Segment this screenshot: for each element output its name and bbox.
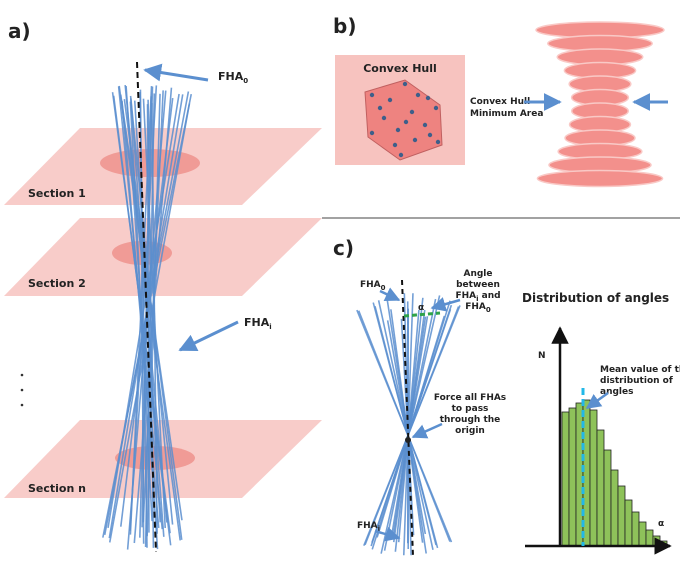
subscript: 0 bbox=[486, 306, 491, 314]
arrow bbox=[380, 291, 399, 300]
point bbox=[416, 93, 420, 97]
panel-label: b) bbox=[333, 14, 356, 38]
label-text: FHA bbox=[465, 302, 486, 312]
origin bbox=[405, 437, 411, 443]
histogram-bars bbox=[562, 400, 667, 546]
label-text: FHA bbox=[244, 316, 270, 329]
axis-label: α bbox=[658, 519, 664, 529]
note: to pass bbox=[452, 404, 489, 414]
fha-label: FHAi bbox=[244, 316, 272, 331]
note: Minimum Area bbox=[470, 109, 543, 119]
panel-label: a) bbox=[8, 19, 31, 43]
point bbox=[410, 110, 414, 114]
note: Force all FHAs bbox=[434, 393, 506, 403]
hull-title: Convex Hull bbox=[363, 62, 437, 75]
point bbox=[370, 93, 374, 97]
panel-label: c) bbox=[333, 236, 354, 260]
alpha: α bbox=[418, 303, 424, 313]
fha-label: FHA0 bbox=[218, 70, 248, 85]
point bbox=[428, 133, 432, 137]
hourglass bbox=[536, 22, 664, 187]
bar bbox=[562, 412, 569, 546]
point bbox=[396, 128, 400, 132]
note: Angle bbox=[463, 269, 492, 279]
force-note: Force all FHAs to pass through the origi… bbox=[434, 393, 506, 436]
point bbox=[434, 106, 438, 110]
arrow bbox=[432, 300, 460, 308]
fha-label: FHA0 bbox=[360, 280, 386, 292]
arrow bbox=[180, 322, 238, 350]
label-text: and bbox=[479, 291, 501, 301]
hull-slice bbox=[537, 171, 662, 187]
point bbox=[436, 140, 440, 144]
note: Convex Hull bbox=[470, 97, 530, 107]
point bbox=[388, 98, 392, 102]
bar bbox=[639, 522, 646, 546]
hist-title: Distribution of angles bbox=[522, 291, 669, 305]
point bbox=[426, 96, 430, 100]
point bbox=[413, 138, 417, 142]
bar bbox=[569, 408, 576, 546]
point bbox=[404, 120, 408, 124]
bar bbox=[632, 512, 639, 546]
bar bbox=[625, 500, 632, 546]
label-text: FHA bbox=[357, 521, 378, 531]
point bbox=[382, 116, 386, 120]
section-label: Section 2 bbox=[28, 277, 86, 290]
bar bbox=[604, 450, 611, 546]
point bbox=[403, 82, 407, 86]
point bbox=[393, 143, 397, 147]
label-text: FHA bbox=[218, 70, 244, 83]
ellipsis-dots bbox=[21, 374, 24, 407]
note: Mean value of the bbox=[600, 365, 680, 375]
bar bbox=[653, 536, 660, 546]
section-label: Section n bbox=[28, 482, 86, 495]
point bbox=[378, 106, 382, 110]
arrow bbox=[413, 424, 442, 437]
bar bbox=[590, 410, 597, 546]
bar bbox=[618, 486, 625, 546]
bar bbox=[597, 430, 604, 546]
bar bbox=[646, 530, 653, 546]
note: through the bbox=[440, 415, 501, 425]
point bbox=[370, 131, 374, 135]
subscript: i bbox=[269, 323, 271, 331]
note: origin bbox=[455, 426, 485, 436]
figure: a) Section 1 Section 2 Section n FHA0 FH… bbox=[0, 0, 680, 568]
point bbox=[423, 123, 427, 127]
note: FHA0 bbox=[465, 302, 491, 314]
label-text: FHA bbox=[360, 280, 381, 290]
note: between bbox=[456, 280, 500, 290]
section-label: Section 1 bbox=[28, 187, 86, 200]
arrow bbox=[145, 70, 208, 80]
subscript: 0 bbox=[243, 77, 248, 85]
note: distribution of bbox=[600, 376, 673, 386]
axis-label: N bbox=[538, 351, 546, 361]
point bbox=[399, 153, 403, 157]
bar bbox=[611, 470, 618, 546]
